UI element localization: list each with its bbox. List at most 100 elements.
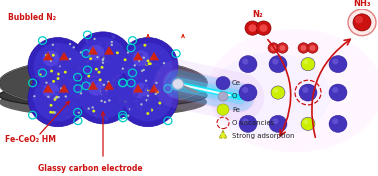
- Circle shape: [269, 56, 287, 73]
- Circle shape: [145, 80, 147, 82]
- Circle shape: [279, 45, 285, 51]
- Circle shape: [95, 68, 98, 71]
- Circle shape: [70, 80, 73, 83]
- Circle shape: [98, 94, 102, 98]
- Circle shape: [158, 106, 161, 110]
- Circle shape: [75, 95, 79, 98]
- Circle shape: [79, 84, 82, 88]
- Circle shape: [101, 90, 105, 94]
- Circle shape: [239, 56, 257, 73]
- Circle shape: [355, 16, 363, 23]
- Circle shape: [126, 68, 130, 72]
- Circle shape: [139, 108, 143, 111]
- Circle shape: [64, 71, 67, 74]
- Polygon shape: [59, 52, 69, 60]
- Ellipse shape: [0, 87, 207, 117]
- Circle shape: [77, 72, 81, 76]
- Circle shape: [245, 21, 260, 35]
- Circle shape: [80, 51, 82, 54]
- Circle shape: [89, 57, 92, 60]
- Circle shape: [77, 93, 81, 97]
- Circle shape: [272, 118, 279, 124]
- Circle shape: [332, 118, 338, 124]
- Circle shape: [138, 60, 141, 62]
- Circle shape: [96, 56, 99, 58]
- Circle shape: [102, 62, 104, 64]
- Circle shape: [51, 57, 54, 61]
- Circle shape: [172, 79, 183, 89]
- Circle shape: [49, 111, 52, 114]
- Circle shape: [66, 115, 70, 119]
- Text: Fe-CeO₂ HM: Fe-CeO₂ HM: [5, 136, 56, 144]
- Circle shape: [59, 71, 63, 74]
- Polygon shape: [133, 52, 143, 60]
- Circle shape: [135, 99, 139, 103]
- Circle shape: [57, 96, 60, 98]
- Circle shape: [56, 64, 59, 67]
- Ellipse shape: [0, 83, 207, 108]
- Circle shape: [54, 73, 57, 76]
- Circle shape: [57, 62, 61, 65]
- Circle shape: [40, 75, 44, 78]
- Text: Glassy carbon electrode: Glassy carbon electrode: [38, 164, 142, 173]
- Circle shape: [149, 62, 152, 65]
- Circle shape: [299, 84, 317, 101]
- Circle shape: [65, 95, 67, 98]
- Circle shape: [101, 88, 104, 92]
- Circle shape: [301, 45, 307, 51]
- Circle shape: [147, 99, 151, 102]
- Text: O: O: [232, 93, 237, 99]
- Circle shape: [301, 58, 315, 71]
- Circle shape: [104, 101, 106, 103]
- Circle shape: [69, 58, 71, 60]
- Circle shape: [100, 59, 104, 62]
- Circle shape: [28, 70, 88, 127]
- Circle shape: [50, 104, 53, 107]
- Circle shape: [111, 84, 114, 87]
- Circle shape: [50, 96, 54, 99]
- Circle shape: [45, 81, 48, 84]
- Circle shape: [94, 75, 98, 78]
- Circle shape: [158, 102, 161, 105]
- Circle shape: [133, 64, 136, 67]
- Circle shape: [101, 66, 104, 69]
- Circle shape: [102, 57, 105, 60]
- Circle shape: [52, 44, 54, 46]
- Circle shape: [45, 54, 48, 57]
- Circle shape: [129, 108, 131, 110]
- Circle shape: [88, 80, 104, 96]
- Circle shape: [107, 59, 110, 63]
- Circle shape: [48, 66, 52, 70]
- Circle shape: [141, 89, 145, 92]
- Circle shape: [61, 75, 65, 79]
- Circle shape: [147, 87, 151, 90]
- Circle shape: [104, 96, 108, 99]
- Circle shape: [78, 37, 128, 84]
- Circle shape: [151, 56, 153, 59]
- Ellipse shape: [208, 29, 378, 152]
- Circle shape: [101, 100, 103, 102]
- Polygon shape: [133, 84, 143, 93]
- Circle shape: [332, 87, 338, 93]
- Text: Bubbled N₂: Bubbled N₂: [8, 13, 56, 22]
- Polygon shape: [59, 84, 69, 93]
- Circle shape: [54, 97, 57, 99]
- Circle shape: [139, 103, 143, 107]
- Circle shape: [329, 56, 347, 73]
- Circle shape: [126, 106, 130, 109]
- Circle shape: [143, 44, 146, 47]
- Ellipse shape: [210, 53, 330, 138]
- Circle shape: [131, 74, 135, 78]
- Circle shape: [110, 44, 113, 46]
- Text: NH₃: NH₃: [353, 0, 371, 8]
- Circle shape: [116, 75, 119, 78]
- Circle shape: [118, 37, 178, 95]
- Circle shape: [69, 43, 71, 45]
- Circle shape: [239, 84, 257, 101]
- Circle shape: [218, 92, 228, 101]
- Circle shape: [56, 64, 60, 68]
- Circle shape: [84, 77, 88, 81]
- Circle shape: [49, 66, 53, 70]
- Circle shape: [55, 91, 59, 95]
- Polygon shape: [88, 81, 98, 90]
